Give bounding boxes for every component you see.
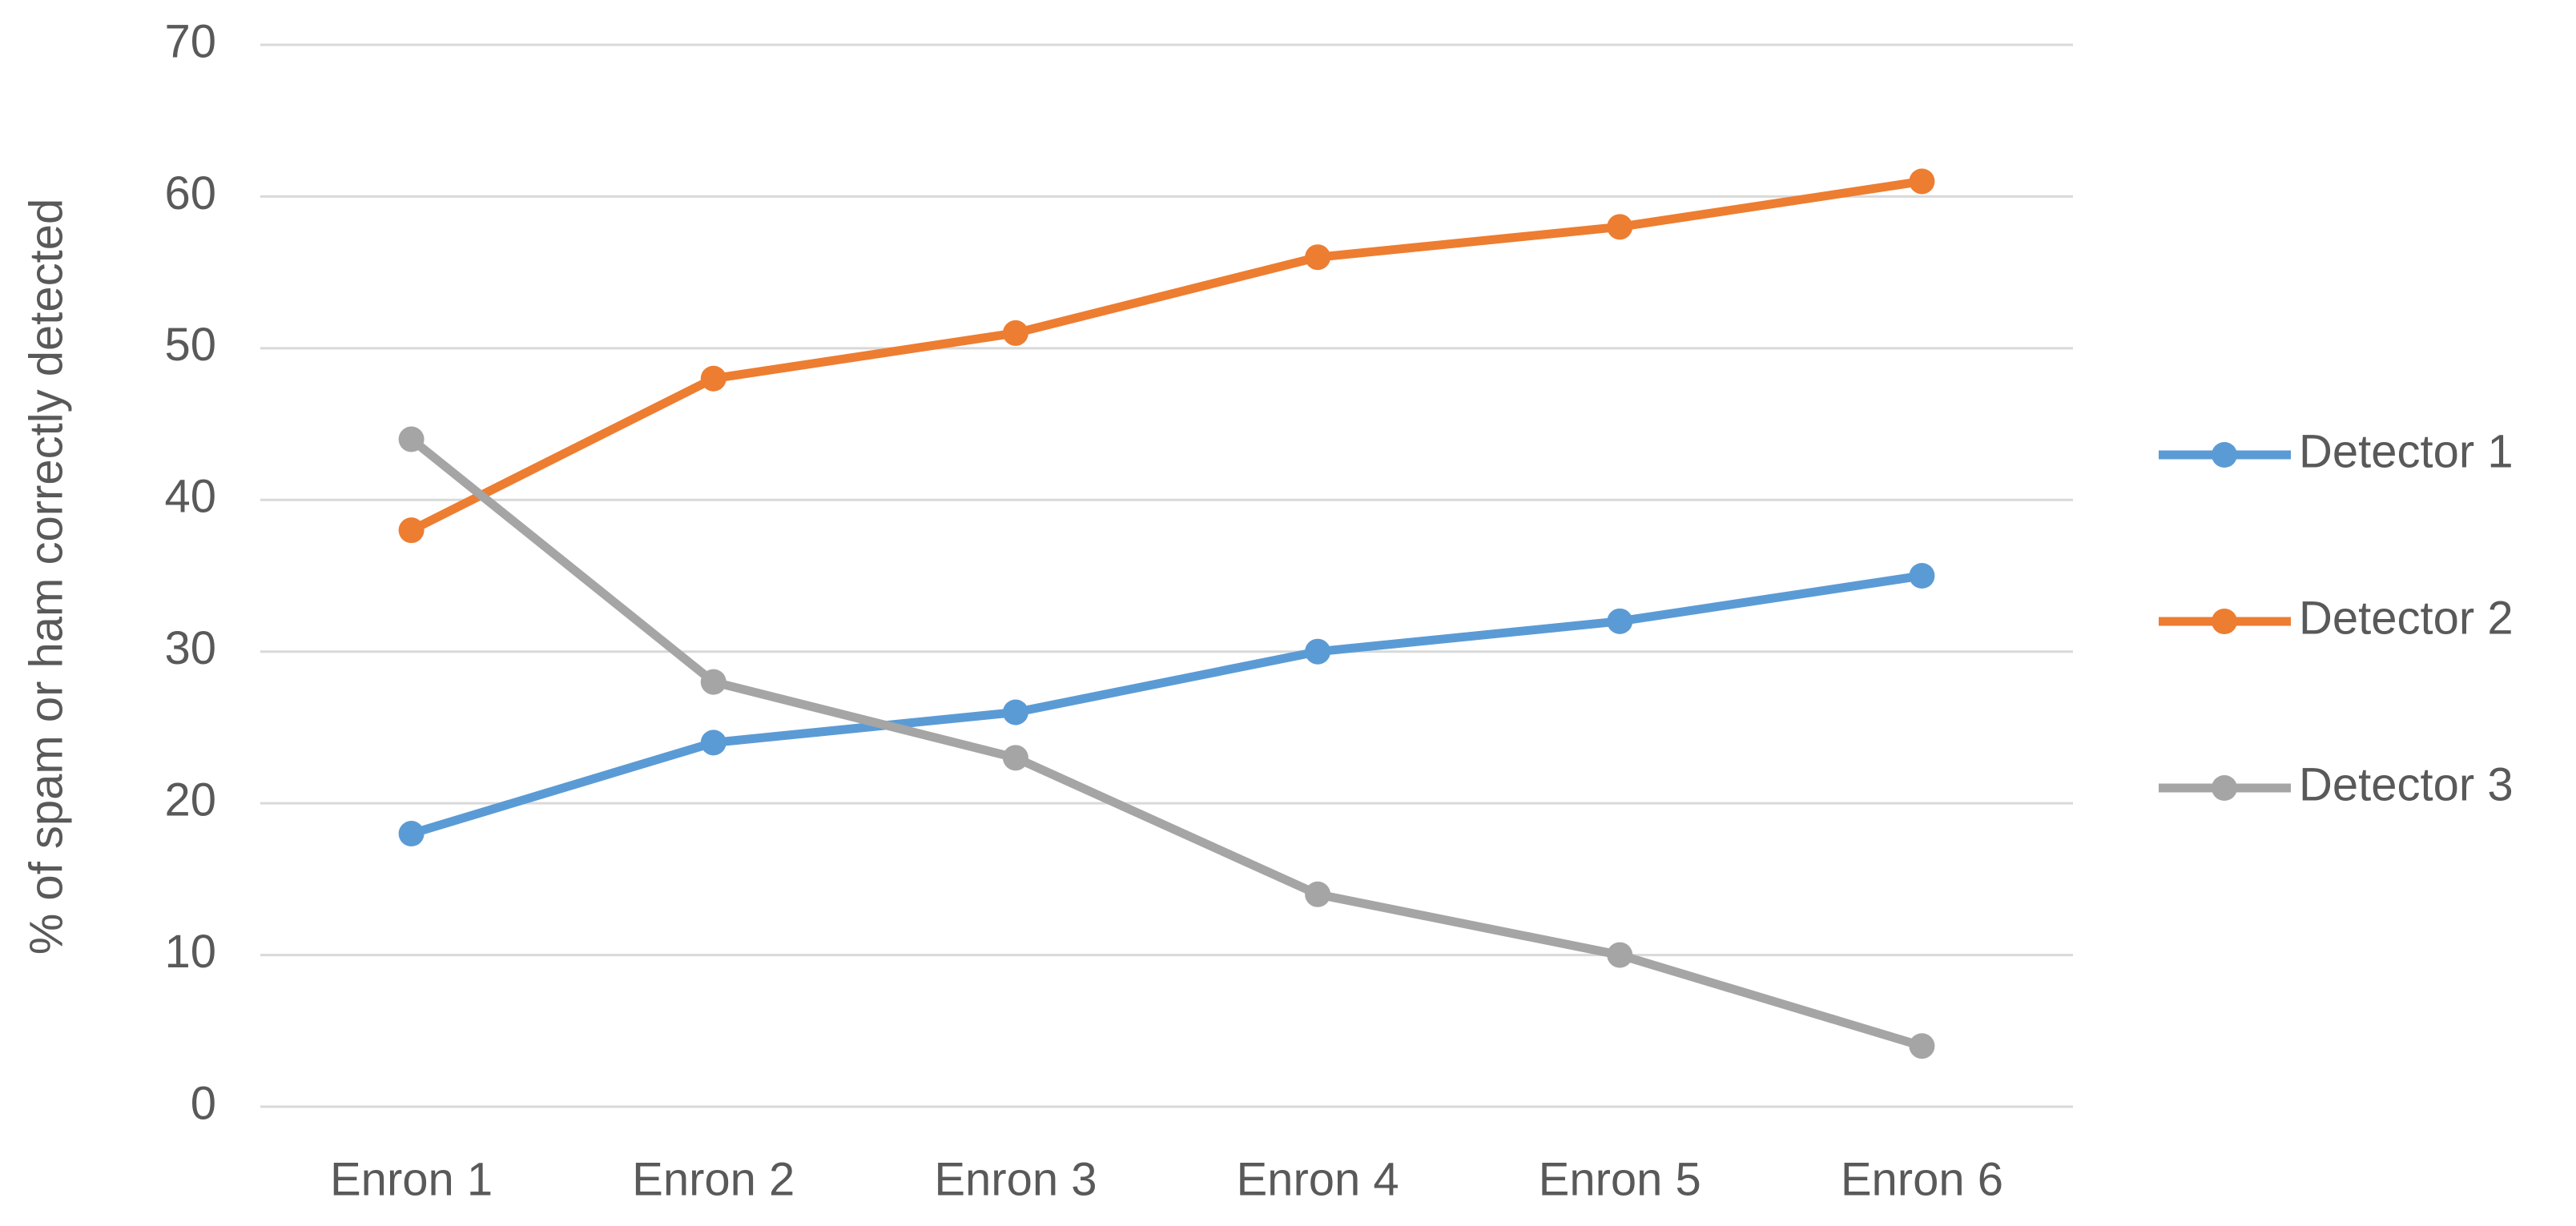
y-tick-label: 40 [164,471,216,523]
y-tick-label: 10 [164,926,216,978]
legend-marker [2212,609,2237,634]
series-line [407,176,1926,535]
x-tick-label: Enron 5 [1539,1153,1701,1205]
data-point [1305,244,1331,271]
x-tick-label: Enron 6 [1841,1153,2003,1205]
data-point [1909,168,1935,195]
data-point [700,730,727,756]
data-point [398,821,425,847]
y-tick-label: 60 [164,167,216,219]
y-axis-title: % of spam or ham correctly detected [20,199,72,955]
legend-label: Detector 1 [2299,425,2514,477]
data-point [1607,214,1633,240]
data-point [398,517,425,544]
data-point [700,669,727,695]
data-point [1002,320,1028,346]
data-point [1909,1033,1935,1059]
data-point [1002,699,1028,726]
legend-label: Detector 3 [2299,758,2514,810]
legend-marker [2212,442,2237,468]
data-point [700,365,727,392]
legend-label: Detector 2 [2299,592,2514,644]
data-point [1909,563,1935,589]
data-point [1002,745,1028,771]
y-tick-label: 50 [164,319,216,371]
y-tick-label: 0 [191,1077,216,1129]
data-point [398,426,425,452]
x-tick-label: Enron 1 [330,1153,493,1205]
data-point [1607,608,1633,634]
data-point [1305,638,1331,665]
x-tick-label: Enron 2 [632,1153,795,1205]
x-tick-label: Enron 4 [1237,1153,1399,1205]
data-point [1607,942,1633,968]
series-line [407,571,1926,838]
y-tick-label: 70 [164,15,216,67]
y-tick-label: 20 [164,774,216,826]
series-line [407,435,1926,1051]
data-point [1305,881,1331,907]
x-tick-label: Enron 3 [934,1153,1097,1205]
legend-marker [2212,775,2237,801]
y-tick-label: 30 [164,622,216,674]
